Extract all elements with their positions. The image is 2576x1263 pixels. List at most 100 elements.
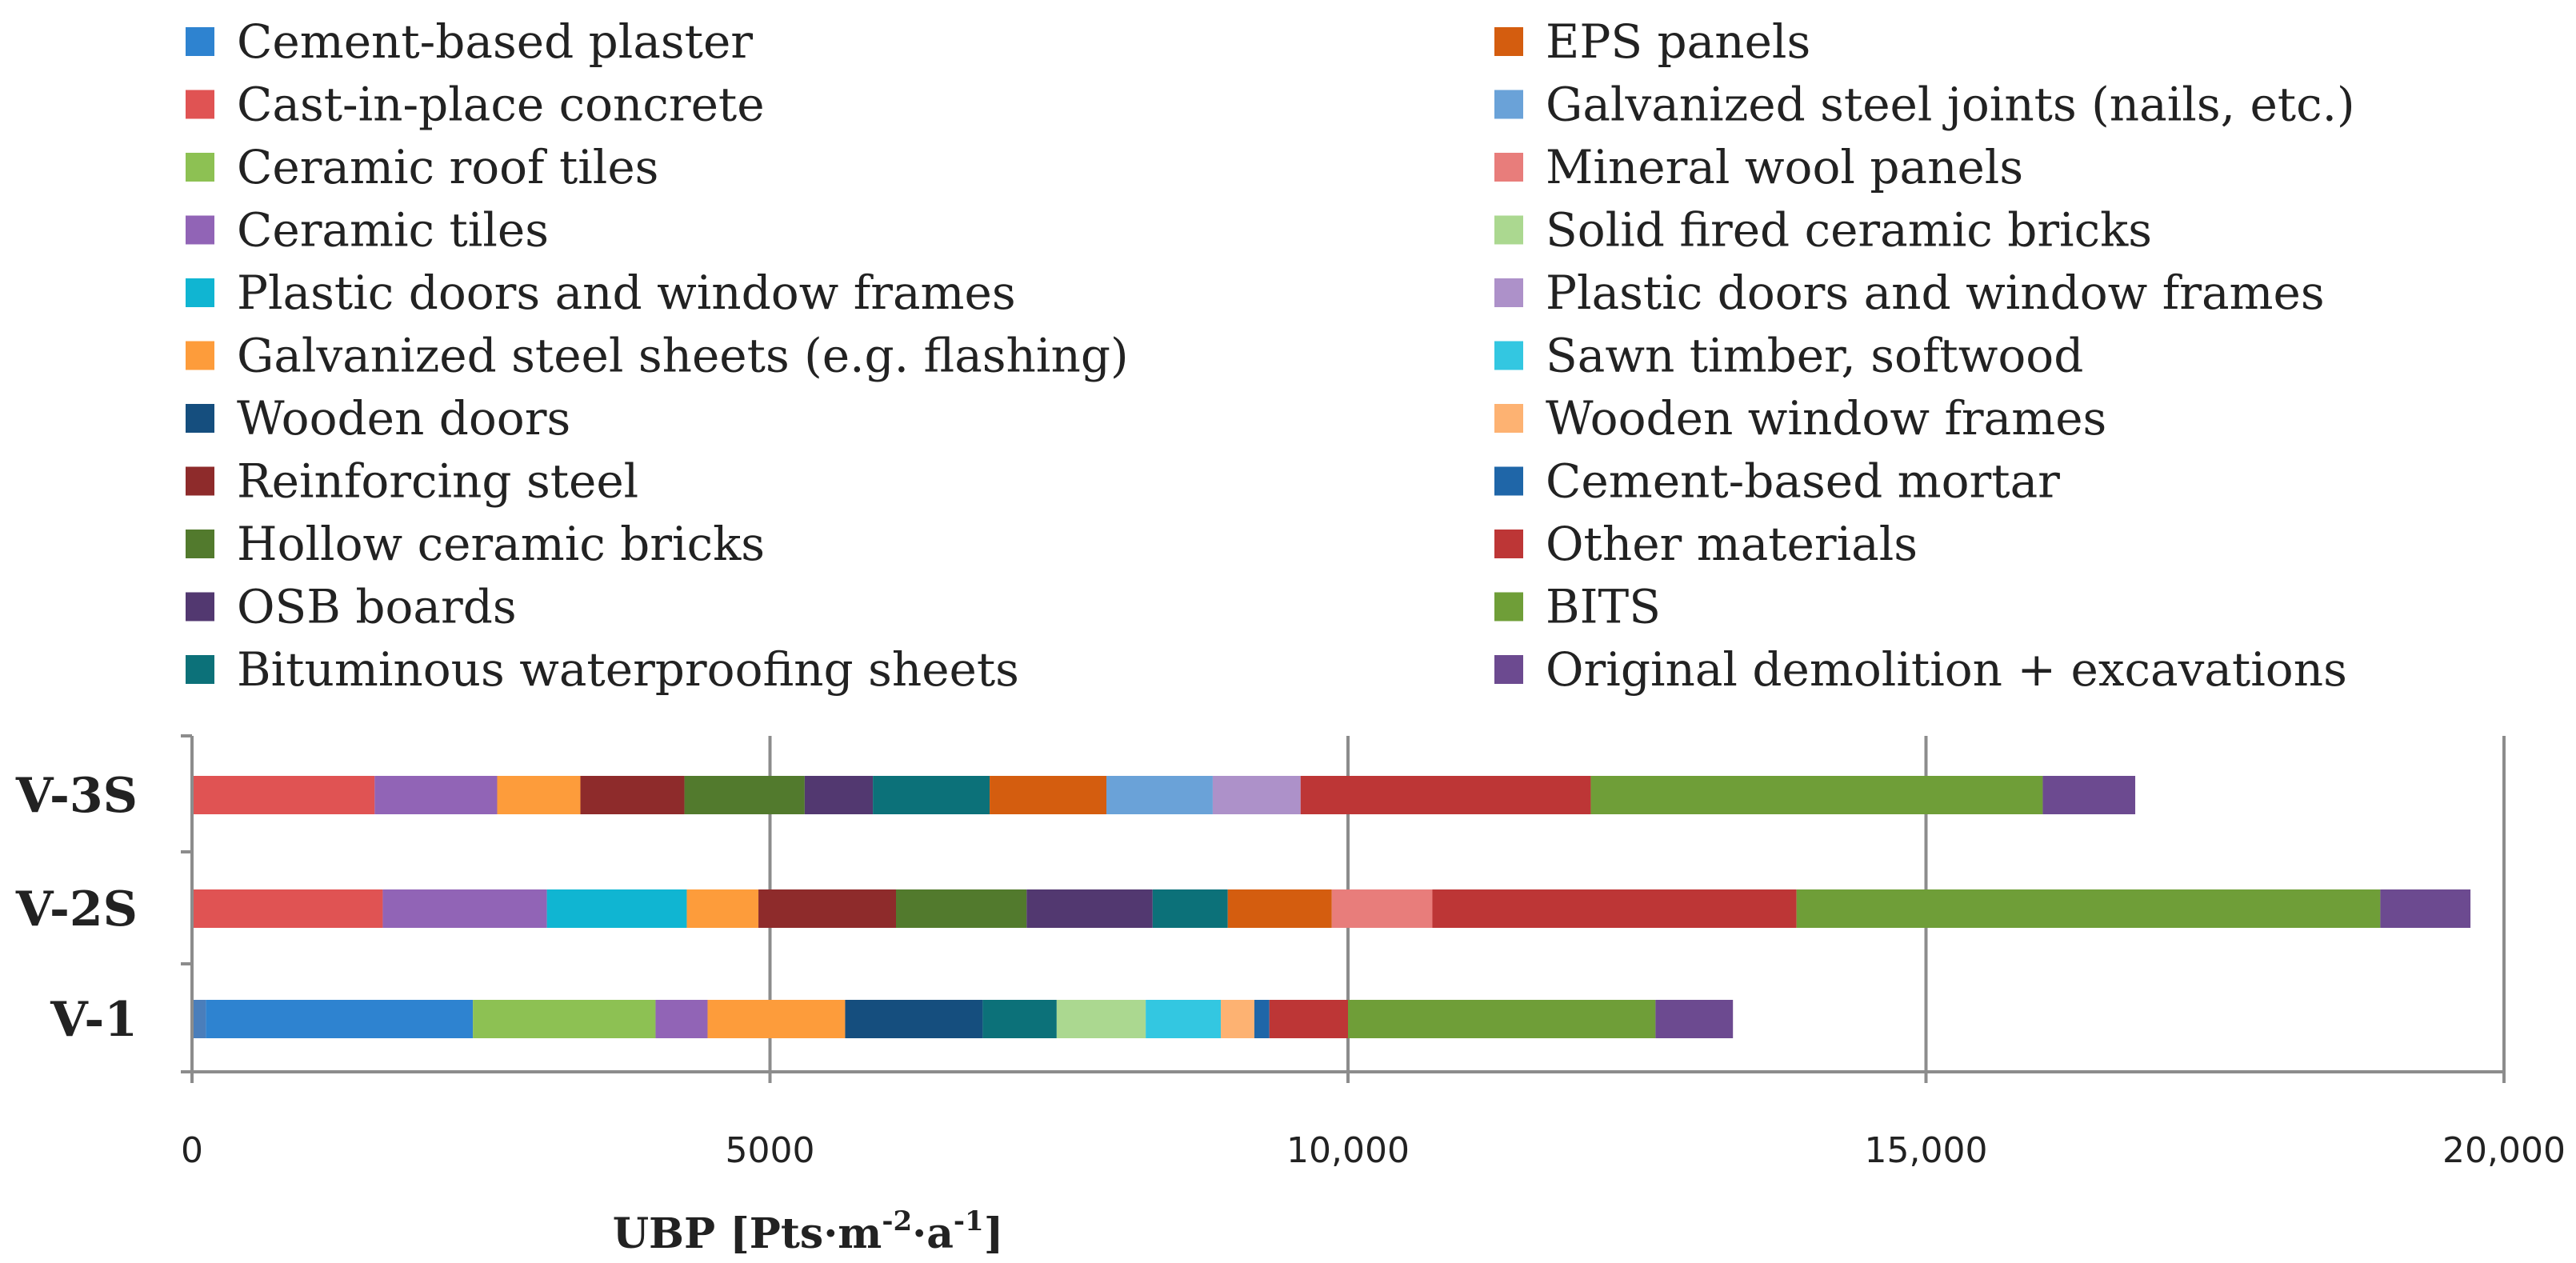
bar-v-2s-hollow-ceramic-bricks xyxy=(896,889,1027,928)
bar-v-1-wooden-doors xyxy=(845,1000,983,1038)
bar-v-1-small-component xyxy=(192,1000,206,1038)
bar-v-3s-galvanized-steel-joints-nails-etc xyxy=(1106,776,1213,814)
legend-swatch-galvanized-steel-sheets-e-g-flashing-5 xyxy=(186,341,214,370)
axes xyxy=(181,734,2506,1083)
bar-v-1-solid-fired-ceramic-bricks xyxy=(1056,1000,1146,1038)
bar-v-3s-original-demolition-excavations xyxy=(2042,776,2136,814)
legend-label-wooden-doors-6: Wooden doors xyxy=(237,391,570,446)
legend-label-ceramic-roof-tiles-2: Ceramic roof tiles xyxy=(237,140,658,194)
category-label-v-3s: V-3S xyxy=(15,768,138,824)
legend-swatch-hollow-ceramic-bricks-8 xyxy=(186,530,214,558)
legend-label-reinforcing-steel-7: Reinforcing steel xyxy=(237,454,638,509)
legend-label-galvanized-steel-joints-nails-etc-12: Galvanized steel joints (nails, etc.) xyxy=(1546,78,2355,132)
bar-v-3s-galvanized-steel-sheets-e-g-flashing xyxy=(497,776,581,814)
bar-v-1-sawn-timber-softwood xyxy=(1146,1000,1222,1038)
bar-v-3s-eps-panels xyxy=(990,776,1106,814)
x-tick-label-15000: 15,000 xyxy=(1865,1130,1988,1171)
legend-swatch-cast-in-place-concrete-1 xyxy=(186,90,214,119)
legend-swatch-mineral-wool-panels-13 xyxy=(1494,153,1523,182)
bar-v-1-bituminous-waterproofing-sheets xyxy=(982,1000,1057,1038)
legend-swatch-reinforcing-steel-7 xyxy=(186,466,214,496)
legend-swatch-wooden-window-frames-17 xyxy=(1494,404,1523,433)
category-labels: V-3S V-2S V-1 xyxy=(15,768,138,1048)
bar-v-1-other-materials xyxy=(1269,1000,1348,1038)
x-tick-label-20000: 20,000 xyxy=(2442,1130,2566,1171)
legend-swatch-cement-based-plaster-0 xyxy=(186,27,214,56)
legend-swatch-plastic-doors-and-window-frames-15 xyxy=(1494,278,1523,307)
bar-v-2s-mineral-wool-panels xyxy=(1331,889,1433,928)
bar-v-2s-galvanized-steel-sheets-e-g-flashing xyxy=(686,889,759,928)
category-label-v-1: V-1 xyxy=(50,992,138,1048)
bar-v-3s-reinforcing-steel xyxy=(580,776,685,814)
legend-swatch-ceramic-tiles-3 xyxy=(186,215,214,245)
legend-label-sawn-timber-softwood-16: Sawn timber, softwood xyxy=(1546,329,2083,383)
legend-swatch-wooden-doors-6 xyxy=(186,404,214,433)
legend-swatch-bituminous-waterproofing-sheets-10 xyxy=(186,655,214,684)
bar-v-2s-cast-in-place-concrete xyxy=(192,889,383,928)
legend-label-ceramic-tiles-3: Ceramic tiles xyxy=(237,203,549,258)
bar-v-2s-bits xyxy=(1796,889,2381,928)
bar-v-2s-reinforcing-steel xyxy=(758,889,897,928)
x-tick-label-5000: 5000 xyxy=(726,1130,815,1171)
legend-label-mineral-wool-panels-13: Mineral wool panels xyxy=(1546,140,2023,194)
legend-label-galvanized-steel-sheets-e-g-flashing-5: Galvanized steel sheets (e.g. flashing) xyxy=(237,329,1129,383)
bar-v-3s-osb-boards xyxy=(804,776,874,814)
bar-v-2s-original-demolition-excavations xyxy=(2380,889,2471,928)
legend-swatch-cement-based-mortar-18 xyxy=(1494,466,1523,496)
legend-label-osb-boards-9: OSB boards xyxy=(237,580,517,634)
bar-v-1-original-demolition-excavations xyxy=(1655,1000,1734,1038)
legend-label-eps-panels-11: EPS panels xyxy=(1546,14,1810,69)
bars xyxy=(192,776,2471,1038)
x-tick-label-0: 0 xyxy=(181,1130,203,1171)
legend-label-hollow-ceramic-bricks-8: Hollow ceramic bricks xyxy=(237,517,765,571)
bar-v-3s-plastic-doors-and-window-frames xyxy=(1212,776,1301,814)
bar-v-1-wooden-window-frames xyxy=(1221,1000,1254,1038)
bar-v-1-cement-based-plaster xyxy=(206,1000,474,1038)
legend-label-cement-based-plaster-0: Cement-based plaster xyxy=(237,14,753,69)
x-tick-label-10000: 10,000 xyxy=(1286,1130,1410,1171)
legend-label-solid-fired-ceramic-bricks-14: Solid fired ceramic bricks xyxy=(1546,203,2152,258)
legend-swatch-bits-20 xyxy=(1494,592,1523,622)
legend-label-wooden-window-frames-17: Wooden window frames xyxy=(1546,391,2106,446)
bar-v-1-ceramic-roof-tiles xyxy=(473,1000,656,1038)
legend-label-cast-in-place-concrete-1: Cast-in-place concrete xyxy=(237,78,765,132)
bar-v-2s-bituminous-waterproofing-sheets xyxy=(1152,889,1228,928)
bar-v-2s-eps-panels xyxy=(1227,889,1332,928)
legend-label-other-materials-19: Other materials xyxy=(1546,517,1918,571)
bar-v-3s-hollow-ceramic-bricks xyxy=(684,776,805,814)
legend-label-plastic-doors-and-window-frames-4: Plastic doors and window frames xyxy=(237,266,1016,320)
bar-v-1-galvanized-steel-sheets-e-g-flashing xyxy=(707,1000,846,1038)
legend-label-bituminous-waterproofing-sheets-10: Bituminous waterproofing sheets xyxy=(237,642,1019,697)
legend-label-original-demolition-excavations-21: Original demolition + excavations xyxy=(1546,642,2347,697)
legend-swatch-sawn-timber-softwood-16 xyxy=(1494,341,1523,370)
bar-v-3s-ceramic-tiles xyxy=(374,776,498,814)
bar-v-3s-cast-in-place-concrete xyxy=(192,776,375,814)
tick-labels: 0 5000 10,000 15,000 20,000 xyxy=(181,1130,2566,1171)
legend-label-cement-based-mortar-18: Cement-based mortar xyxy=(1546,454,2060,509)
legend-label-bits-20: BITS xyxy=(1546,580,1661,634)
bar-v-1-bits xyxy=(1348,1000,1656,1038)
bar-v-2s-ceramic-tiles xyxy=(382,889,547,928)
bar-v-3s-bituminous-waterproofing-sheets xyxy=(873,776,990,814)
bar-v-3s-bits xyxy=(1590,776,2043,814)
legend-label-plastic-doors-and-window-frames-15: Plastic doors and window frames xyxy=(1546,266,2325,320)
bar-v-1-ceramic-tiles xyxy=(655,1000,708,1038)
legend-swatch-other-materials-19 xyxy=(1494,530,1523,558)
legend-swatch-original-demolition-excavations-21 xyxy=(1494,655,1523,684)
x-axis-title: UBP [Pts·m-2·a-1] xyxy=(613,1205,1004,1258)
plot-area: V-3S V-2S V-1 0 5000 10,000 15,000 20,000 xyxy=(15,734,2566,1171)
legend: Cement-based plaster Cast-in-place concre… xyxy=(186,14,2355,697)
bar-v-1-cement-based-mortar xyxy=(1254,1000,1270,1038)
bar-v-3s-other-materials xyxy=(1300,776,1591,814)
legend-swatch-ceramic-roof-tiles-2 xyxy=(186,153,214,182)
bar-v-2s-osb-boards xyxy=(1026,889,1153,928)
legend-swatch-plastic-doors-and-window-frames-4 xyxy=(186,278,214,307)
category-label-v-2s: V-2S xyxy=(15,881,138,937)
bar-v-2s-plastic-doors-and-window-frames xyxy=(546,889,687,928)
bar-v-2s-other-materials xyxy=(1432,889,1797,928)
legend-swatch-galvanized-steel-joints-nails-etc-12 xyxy=(1494,90,1523,119)
legend-swatch-solid-fired-ceramic-bricks-14 xyxy=(1494,215,1523,245)
legend-swatch-eps-panels-11 xyxy=(1494,27,1523,56)
legend-swatch-osb-boards-9 xyxy=(186,592,214,622)
